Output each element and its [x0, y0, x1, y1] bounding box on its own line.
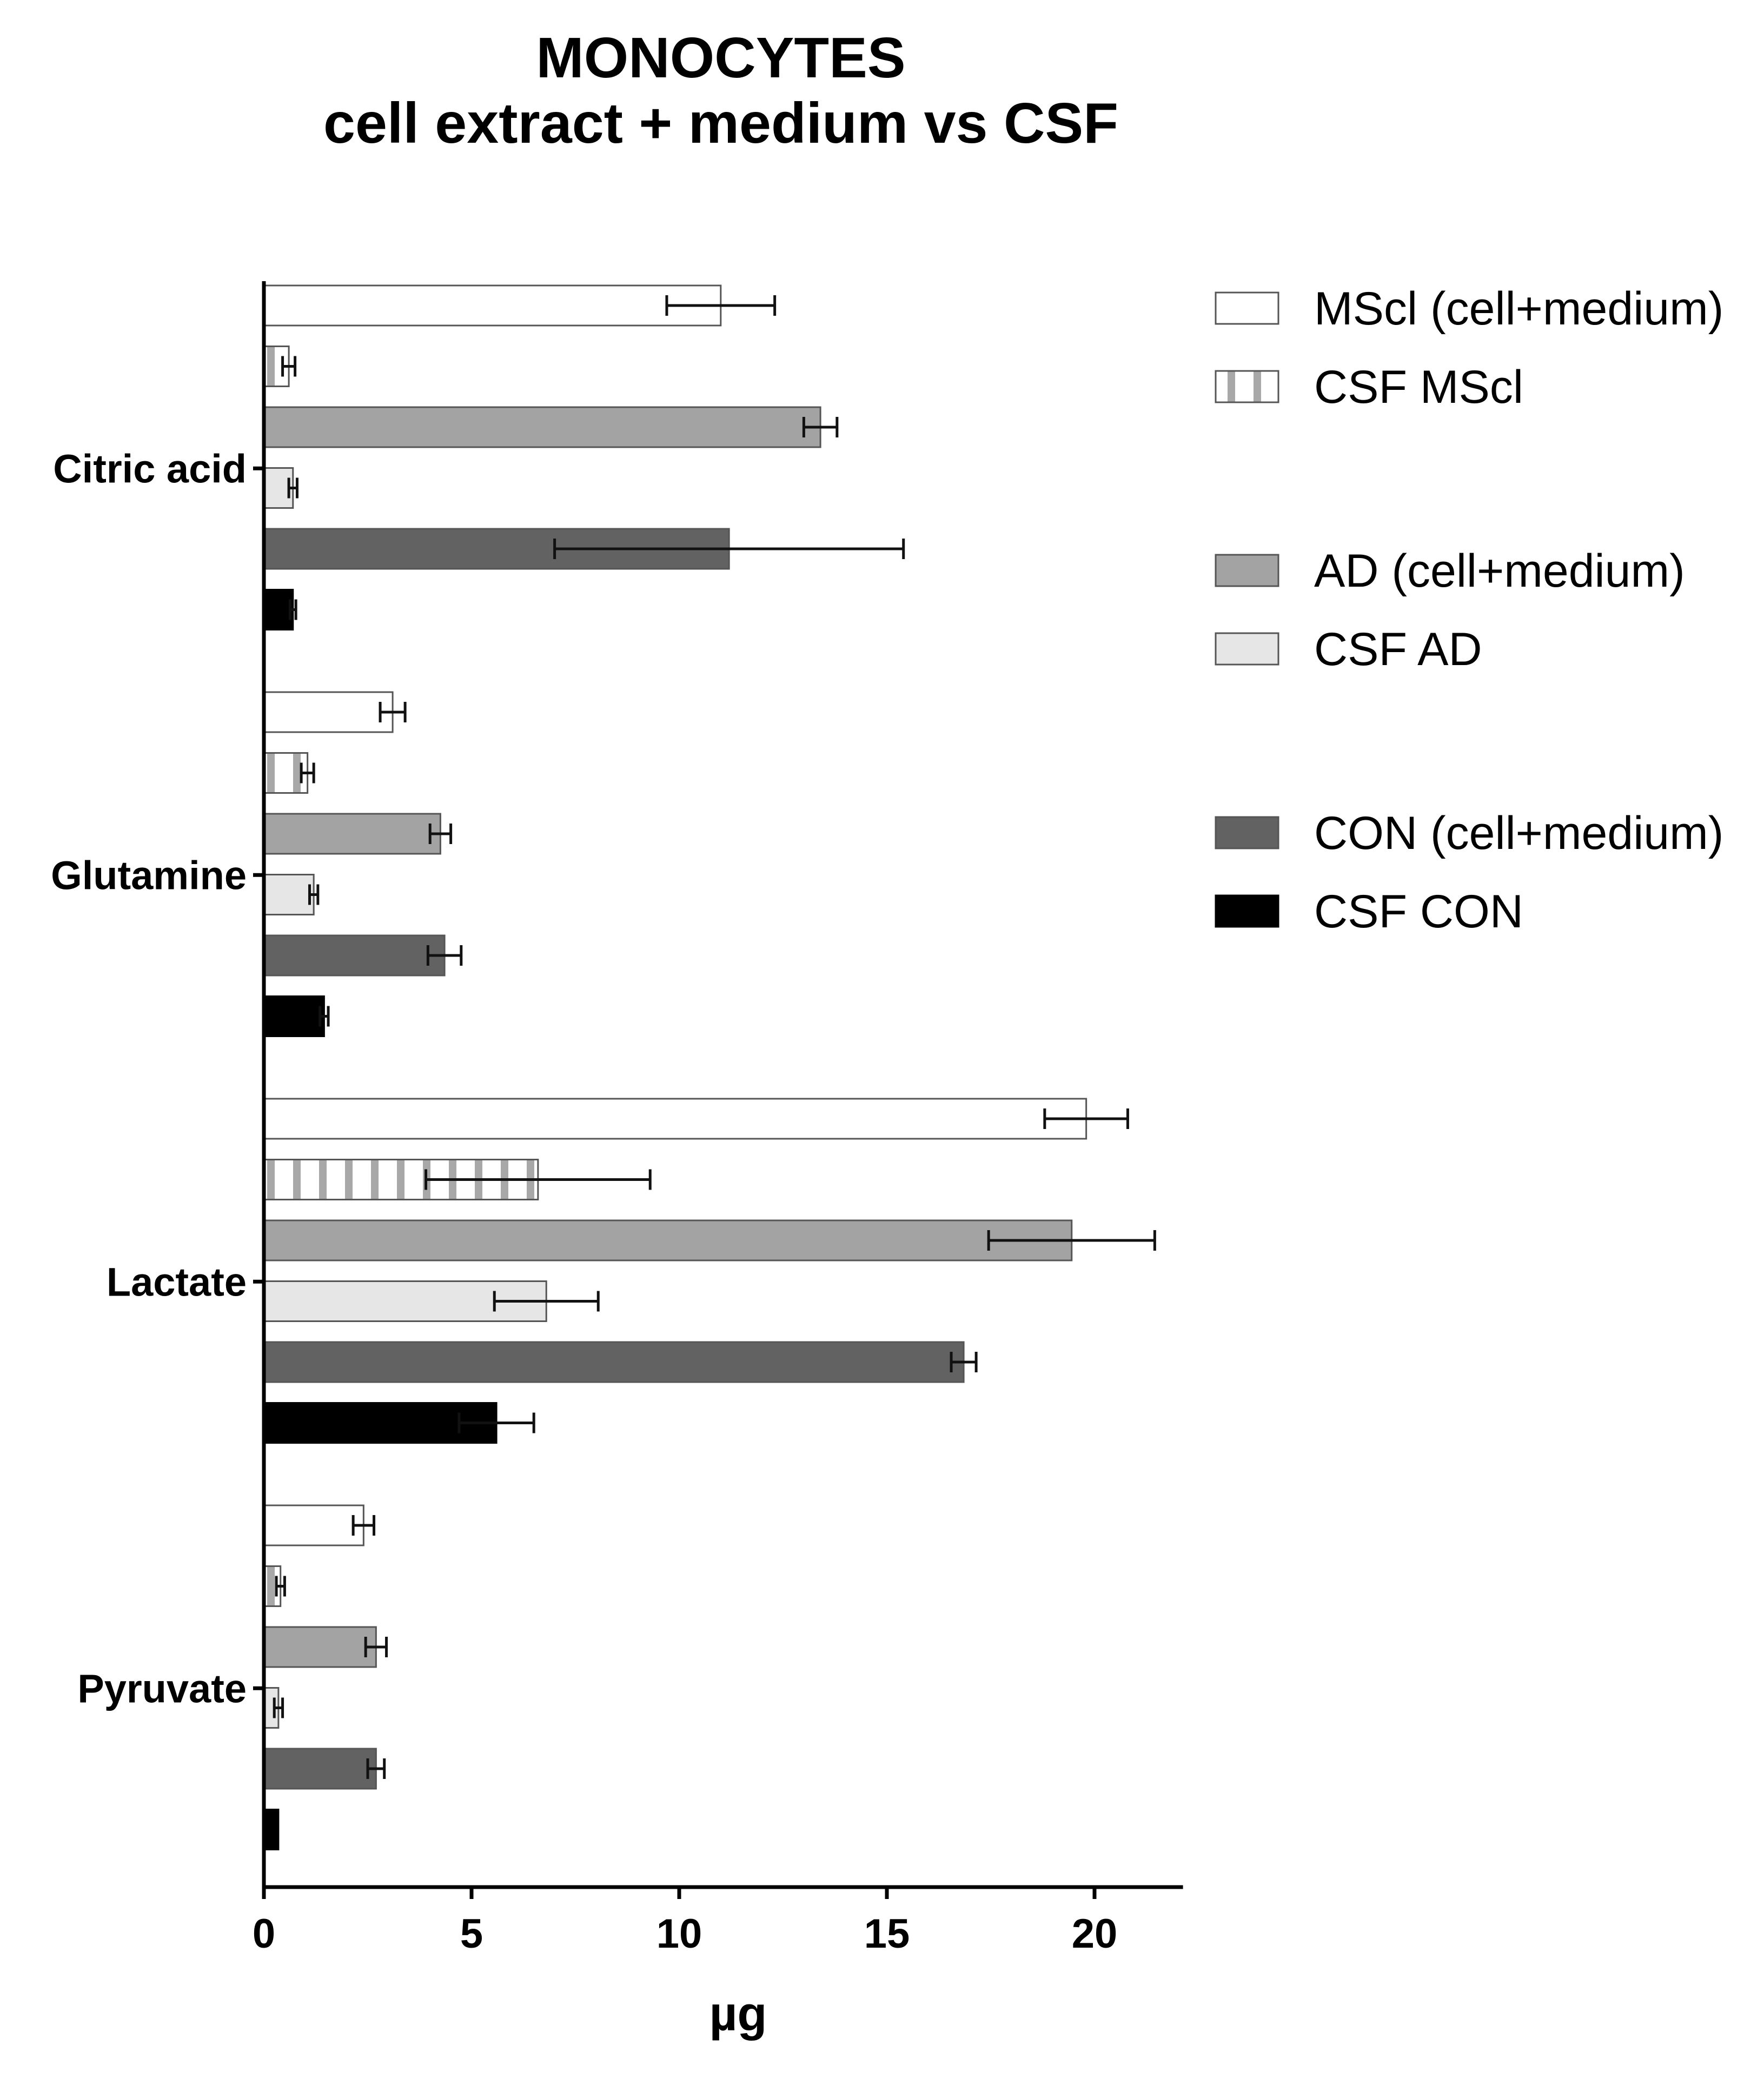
bar	[263, 1504, 364, 1546]
legend-swatch	[1215, 632, 1279, 666]
bar	[263, 1402, 498, 1444]
x-tick-label: 15	[864, 1911, 910, 1957]
x-tick-label: 0	[253, 1911, 275, 1957]
bar	[263, 1341, 965, 1383]
legend-label: CON (cell+medium)	[1314, 807, 1723, 859]
bar	[263, 691, 394, 733]
legend-label: MScl (cell+medium)	[1314, 283, 1723, 335]
bar	[263, 995, 325, 1037]
legend-label: AD (cell+medium)	[1314, 545, 1685, 597]
x-tick-label: 20	[1072, 1911, 1118, 1957]
legend-label: CSF CON	[1314, 886, 1523, 938]
plot-area: Citric acid Glutamine Lactate Pyruvate 0 5 10 1…	[51, 281, 1183, 1957]
legend-label: CSF MScl	[1314, 361, 1523, 413]
legend-label: CSF AD	[1314, 623, 1482, 675]
legend-swatch	[1215, 894, 1279, 928]
bar	[263, 813, 441, 855]
bar	[263, 1219, 1073, 1261]
legend-swatch	[1215, 291, 1279, 325]
legend-swatch	[1215, 816, 1279, 849]
chart-title-line-1: MONOCYTES	[536, 26, 905, 90]
bar	[263, 1098, 1087, 1140]
legend-swatch	[1215, 554, 1279, 587]
legend-swatch	[1215, 370, 1279, 403]
chart-title-line-2: cell extract + medium vs CSF	[323, 91, 1118, 155]
y-tick-label: Citric acid	[53, 446, 247, 491]
bar	[263, 874, 315, 915]
bar	[263, 934, 446, 977]
bar	[263, 1626, 377, 1668]
y-tick-label: Lactate	[107, 1259, 247, 1304]
x-axis-label: µg	[709, 1987, 767, 2041]
y-tick-label: Pyruvate	[77, 1666, 247, 1711]
x-tick-label: 10	[656, 1911, 702, 1957]
bar	[263, 406, 821, 448]
bar	[263, 1809, 280, 1850]
y-tick-label: Glutamine	[51, 853, 247, 898]
bar	[263, 1748, 377, 1790]
x-tick-label: 5	[460, 1911, 483, 1957]
legend: MScl (cell+medium) CSF MScl AD (cell+mediu…	[1215, 283, 1723, 938]
bar	[263, 589, 294, 630]
bar	[263, 284, 722, 327]
